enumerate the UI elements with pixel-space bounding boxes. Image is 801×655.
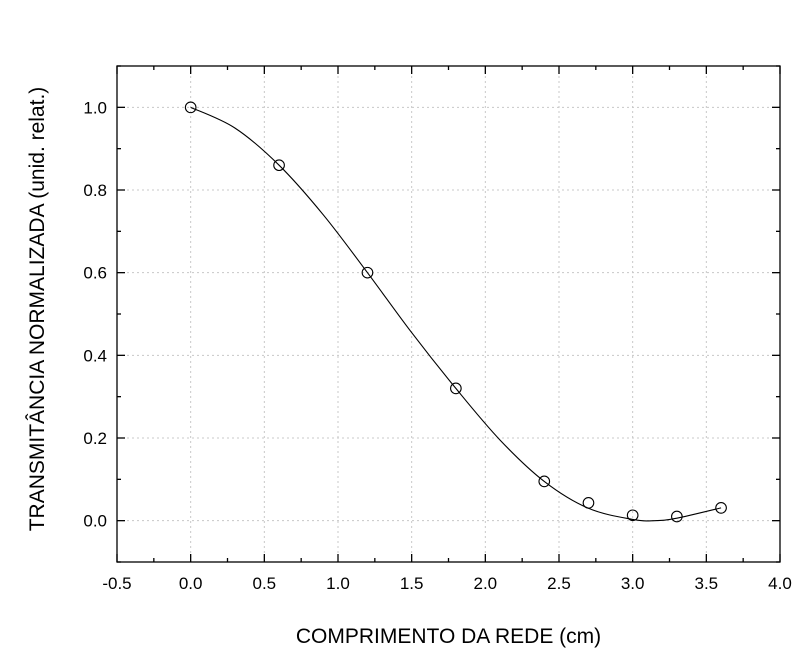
x-tick-label: 4.0 [768, 574, 792, 593]
fit-curve [190, 106, 722, 522]
y-tick-label: 0.8 [83, 181, 107, 200]
data-point [184, 101, 197, 114]
data-point [273, 159, 285, 172]
axis-ticks [116, 65, 781, 563]
data-point [450, 382, 462, 395]
grid [117, 66, 780, 562]
data-point [671, 510, 683, 523]
x-tick-label: -0.5 [102, 574, 131, 593]
y-tick-label: 0.0 [83, 512, 107, 531]
x-tick-label: 1.0 [326, 574, 350, 593]
data-point [361, 266, 374, 279]
y-tick-label: 0.4 [83, 346, 107, 365]
x-tick-label: 0.5 [253, 574, 277, 593]
data-point [715, 502, 727, 514]
y-axis-title: TRANSMITÂNCIA NORMALIZADA (unid. relat.) [26, 87, 49, 532]
data-point [538, 475, 551, 488]
plot-frame [116, 65, 781, 563]
y-tick-label: 1.0 [83, 98, 107, 117]
data-points [184, 101, 727, 523]
y-tick-label: 0.2 [83, 429, 107, 448]
x-tick-label: 2.0 [474, 574, 498, 593]
data-point [582, 497, 595, 509]
y-tick-label: 0.6 [83, 264, 107, 283]
x-tick-label: 0.0 [179, 574, 203, 593]
x-tick-label: 1.5 [400, 574, 424, 593]
x-axis-title: COMPRIMENTO DA REDE (cm) [296, 625, 601, 648]
x-tick-label: 3.0 [621, 574, 645, 593]
data-point [626, 509, 639, 522]
x-tick-label: 3.5 [695, 574, 719, 593]
x-tick-label: 2.5 [547, 574, 571, 593]
y-tick-labels: 0.0 0.2 0.4 0.6 0.8 1.0 [83, 98, 107, 530]
x-tick-labels: -0.5 0.0 0.5 1.0 1.5 2.0 2.5 3.0 3.5 4.0 [102, 574, 791, 593]
